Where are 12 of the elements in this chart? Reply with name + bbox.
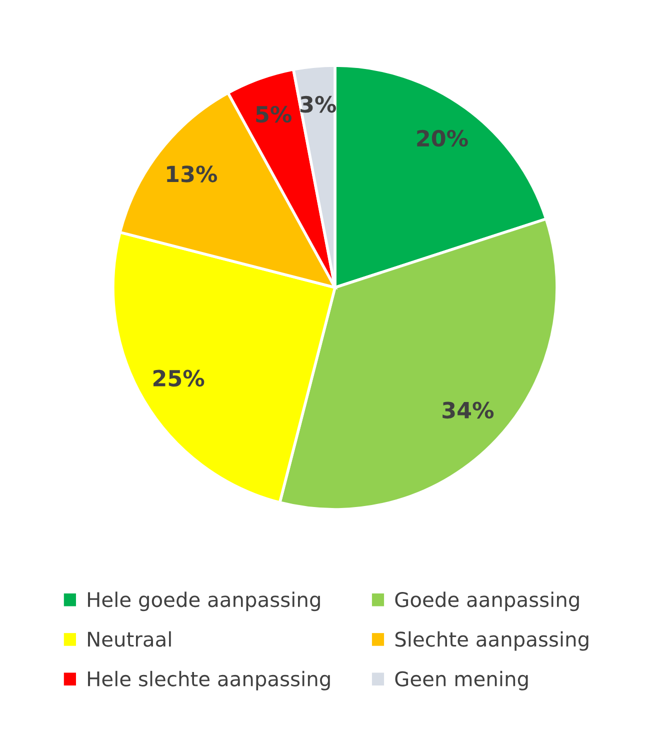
legend-label: Neutraal (88, 631, 171, 647)
legend-label: Slechte aanpassing (395, 631, 588, 651)
data-label: 20% (417, 130, 468, 147)
data-label: 3% (300, 96, 336, 113)
data-label: 5% (256, 106, 292, 123)
data-label: 34% (442, 402, 494, 419)
data-label: 13% (167, 166, 218, 182)
data-label: 25% (153, 370, 204, 387)
legend-label: Goede aanpassing (395, 592, 579, 612)
legend-label: Hele goede aanpassing (88, 592, 320, 612)
legend-label: Hele slechte aanpassing (88, 670, 330, 690)
legend-label: Geen mening (395, 670, 528, 690)
